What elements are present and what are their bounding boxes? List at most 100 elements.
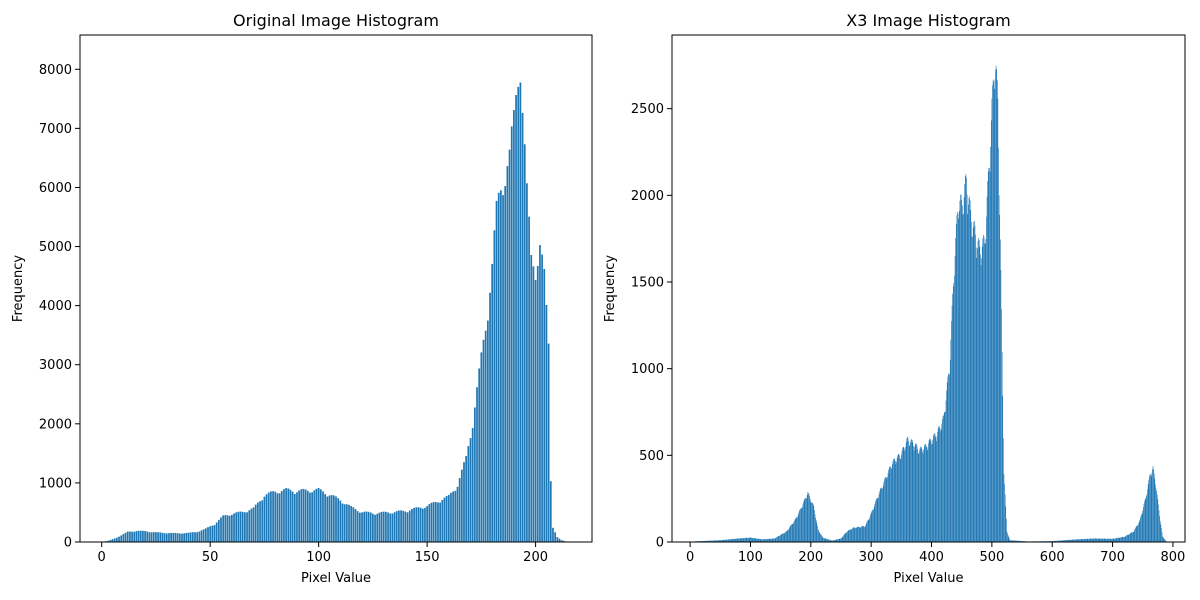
histogram-bar	[781, 533, 783, 542]
histogram-bar	[135, 531, 138, 542]
histogram-bar	[1006, 518, 1007, 542]
histogram-bar	[762, 539, 763, 542]
histogram-bar	[714, 540, 716, 542]
histogram-bar	[131, 531, 133, 542]
histogram-bar	[969, 200, 971, 542]
histogram-bar	[977, 248, 978, 542]
histogram-bar	[1000, 269, 1002, 542]
histogram-bar	[847, 530, 849, 542]
histogram-bar	[417, 507, 420, 542]
histogram-bar	[1082, 538, 1083, 542]
histogram-bar	[152, 532, 155, 542]
histogram-bar	[966, 194, 968, 542]
histogram-bar	[1009, 540, 1011, 542]
histogram-bar	[872, 510, 873, 542]
histogram-bar	[967, 213, 969, 542]
histogram-bar	[982, 238, 984, 543]
histogram-bar	[926, 447, 927, 542]
histogram-bar	[989, 171, 991, 542]
histogram-bar	[879, 491, 880, 542]
histogram-bar	[1007, 535, 1009, 542]
histogram-bar	[807, 492, 809, 542]
histogram-bar	[532, 266, 535, 542]
histogram-bar	[720, 540, 722, 542]
histogram-bar	[923, 446, 925, 542]
histogram-bar	[1164, 539, 1166, 542]
histogram-bar	[802, 506, 803, 542]
histogram-bar	[729, 539, 731, 542]
histogram-bar	[1134, 529, 1136, 542]
histogram-bar	[918, 453, 920, 542]
histogram-bar	[898, 454, 900, 542]
histogram-bar	[814, 510, 815, 542]
histogram-bar	[1105, 538, 1106, 542]
histogram-bar	[1105, 538, 1107, 542]
histogram-bar	[768, 538, 770, 542]
histogram-bar	[534, 280, 537, 542]
histogram-bar	[1089, 538, 1090, 542]
x-axis-label: Pixel Value	[301, 571, 371, 586]
histogram-bar	[719, 540, 720, 542]
histogram-bar	[1118, 537, 1120, 542]
histogram-bar	[209, 526, 212, 542]
histogram-bar	[176, 533, 179, 542]
histogram-bar	[803, 501, 804, 542]
histogram-bar	[1135, 526, 1137, 542]
histogram-bar	[341, 503, 344, 542]
histogram-bar	[1062, 540, 1064, 542]
histogram-bar	[795, 518, 797, 542]
histogram-bar	[724, 539, 726, 542]
histogram-bar	[1075, 539, 1077, 542]
histogram-bar	[437, 502, 439, 542]
histogram-bar	[1117, 537, 1118, 542]
histogram-bar	[1161, 532, 1163, 542]
histogram-bar	[986, 216, 987, 542]
histogram-bar	[899, 458, 901, 542]
histogram-bar	[949, 374, 950, 542]
histogram-bar	[892, 461, 894, 542]
histogram-bar	[853, 527, 855, 542]
histogram-bar	[825, 538, 827, 542]
histogram-bar	[933, 435, 934, 542]
histogram-bar	[265, 494, 268, 542]
histogram-bar	[831, 540, 832, 542]
histogram-bar	[1018, 540, 1019, 542]
histogram-bar	[133, 531, 136, 542]
histogram-bar	[792, 523, 794, 542]
histogram-bar	[1098, 538, 1100, 542]
histogram-bar	[146, 531, 149, 542]
histogram-bar	[828, 539, 830, 542]
histogram-bar	[756, 538, 758, 542]
histogram-bar	[855, 528, 856, 542]
histogram-bar	[1129, 534, 1130, 542]
histogram-bar	[944, 411, 946, 542]
histogram-bar	[1088, 538, 1090, 542]
histogram-bar	[992, 85, 993, 543]
histogram-bar	[772, 538, 774, 542]
histogram-bar	[737, 538, 739, 542]
histogram-bar	[927, 447, 929, 542]
histogram-bar	[1123, 536, 1124, 542]
histogram-bar	[798, 512, 800, 542]
histogram-bar	[920, 446, 922, 542]
histogram-bar	[928, 443, 929, 542]
histogram-bar	[863, 526, 865, 542]
histogram-bar	[1090, 538, 1092, 542]
histogram-bar	[946, 382, 948, 542]
histogram-bar	[770, 538, 772, 542]
histogram-bar	[1073, 539, 1075, 542]
histogram-bar	[309, 492, 311, 542]
histogram-bar	[934, 434, 936, 542]
histogram-bar	[1085, 538, 1087, 542]
histogram-bar	[844, 533, 846, 542]
histogram-bar	[1101, 538, 1103, 542]
histogram-bar	[517, 86, 520, 542]
histogram-bar	[343, 504, 346, 542]
histogram-bar	[183, 533, 186, 542]
histogram-bar	[819, 533, 821, 542]
y-tick-label: 7000	[39, 122, 72, 137]
histogram-bar	[817, 525, 818, 542]
histogram-bar	[715, 540, 716, 542]
histogram-bar	[846, 532, 847, 542]
histogram-bar	[864, 527, 865, 542]
